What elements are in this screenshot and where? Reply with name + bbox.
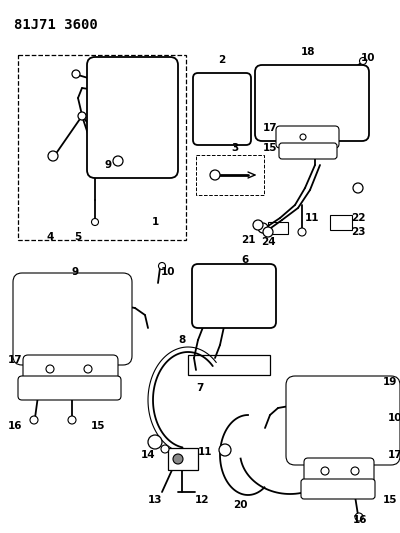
Text: 3: 3 [231,143,239,153]
Text: 7: 7 [196,383,204,393]
Bar [330,215,352,230]
Text: 10: 10 [361,53,375,63]
Text: 9: 9 [104,160,112,170]
Circle shape [72,70,80,78]
Circle shape [351,467,359,475]
FancyBboxPatch shape [301,479,375,499]
Circle shape [258,223,268,233]
Text: 20: 20 [233,500,247,510]
Text: 6: 6 [241,255,249,265]
Circle shape [161,445,169,453]
Text: 24: 24 [261,237,275,247]
Circle shape [353,183,363,193]
Text: 17: 17 [388,450,400,460]
Text: 13: 13 [148,495,162,505]
Text: 18: 18 [301,47,315,57]
Circle shape [219,444,231,456]
Text: 15: 15 [383,495,397,505]
Text: 11: 11 [198,447,212,457]
Circle shape [300,134,306,140]
Text: 12: 12 [195,495,209,505]
Circle shape [30,416,38,424]
FancyBboxPatch shape [193,73,251,145]
Text: 9: 9 [72,267,78,277]
Text: 5: 5 [74,232,82,242]
FancyBboxPatch shape [304,458,374,484]
Text: 15: 15 [91,421,105,431]
Bar [268,222,288,234]
FancyBboxPatch shape [291,381,395,460]
Circle shape [148,435,162,449]
FancyBboxPatch shape [279,143,337,159]
Circle shape [92,219,98,225]
Circle shape [210,170,220,180]
Text: 21: 21 [241,235,255,245]
Bar [168,448,198,470]
FancyBboxPatch shape [18,376,121,400]
Circle shape [78,112,86,120]
Circle shape [173,454,183,464]
Text: 8: 8 [178,335,186,345]
Text: 19: 19 [383,377,397,387]
Circle shape [298,228,306,236]
Text: 17: 17 [263,123,277,133]
Text: 23: 23 [351,227,365,237]
FancyBboxPatch shape [23,355,118,383]
Circle shape [113,156,123,166]
Circle shape [253,220,263,230]
Text: 10: 10 [161,267,175,277]
Text: 2: 2 [218,55,226,65]
FancyBboxPatch shape [13,273,132,365]
Circle shape [68,416,76,424]
FancyBboxPatch shape [255,65,369,141]
FancyBboxPatch shape [276,126,339,148]
Text: 17: 17 [7,355,22,365]
Bar [18,55,186,240]
FancyBboxPatch shape [18,278,127,360]
Bar [188,355,270,375]
Circle shape [84,365,92,373]
FancyBboxPatch shape [286,376,400,465]
Bar [196,155,264,195]
Text: 15: 15 [263,143,277,153]
Text: 14: 14 [141,450,155,460]
Circle shape [158,262,166,270]
Text: 16: 16 [8,421,22,431]
Text: 10: 10 [388,413,400,423]
Text: 16: 16 [353,515,367,525]
Text: 11: 11 [305,213,319,223]
Text: 81J71 3600: 81J71 3600 [14,18,98,32]
Circle shape [360,58,366,64]
Text: 22: 22 [351,213,365,223]
Circle shape [48,151,58,161]
Circle shape [355,513,363,521]
Text: 4: 4 [46,232,54,242]
Circle shape [321,467,329,475]
Text: 1: 1 [151,217,159,227]
Circle shape [263,227,273,237]
Circle shape [46,365,54,373]
FancyBboxPatch shape [87,57,178,178]
FancyBboxPatch shape [192,264,276,328]
